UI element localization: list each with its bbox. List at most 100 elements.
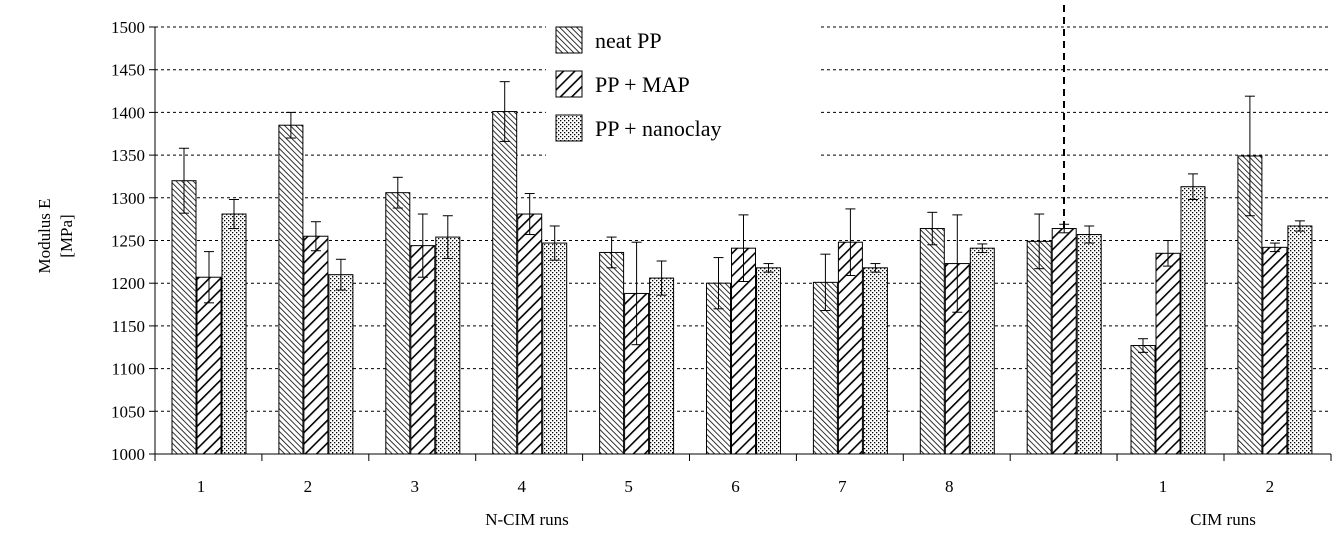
error-bar [179, 147, 189, 214]
y-tick-label: 1350 [111, 146, 145, 165]
error-bar [1188, 173, 1198, 201]
legend-swatch-neat-pp [555, 26, 583, 54]
legend-swatch-pp-map [555, 70, 583, 98]
legend-label-pp-map: PP + MAP [595, 72, 690, 97]
error-bar [204, 251, 214, 304]
error-bar [335, 258, 346, 291]
error-bar [713, 257, 724, 310]
error-bar [631, 241, 642, 346]
bar-pp-map-8 [1051, 228, 1077, 455]
bar-neat-pp-5 [706, 282, 731, 455]
y-tick-label: 1500 [111, 18, 145, 37]
bar-pp-map-2 [410, 245, 436, 455]
bar-pp-map-10 [1262, 246, 1288, 455]
error-bar [977, 243, 988, 253]
y-tick-label: 1450 [111, 61, 145, 80]
bars [171, 111, 1313, 455]
bar-neat-pp-3 [492, 111, 518, 455]
error-bar [310, 221, 321, 252]
error-bar [499, 81, 510, 142]
y-tick-label: 1300 [111, 189, 145, 208]
bar-pp-map-0 [196, 276, 222, 455]
x-tick-label: 1 [197, 477, 206, 496]
x-tick-label: 3 [411, 477, 420, 496]
error-bar [549, 225, 560, 261]
y-tick-label: 1400 [111, 103, 145, 122]
error-bar [763, 263, 774, 273]
x-tick-label: 2 [1266, 477, 1275, 496]
error-bar [656, 260, 667, 296]
legend: neat PP PP + MAP PP + nanoclay [546, 9, 820, 157]
error-bar [1294, 220, 1305, 232]
bar-neat-pp-2 [385, 192, 411, 455]
bar-neat-pp-7 [919, 228, 945, 455]
legend-item-pp-nanoclay: PP + nanoclay [555, 114, 721, 142]
error-bar [1059, 223, 1070, 234]
x-tick-label: 1 [1159, 477, 1168, 496]
group-label-ncim: N-CIM runs [485, 510, 569, 529]
legend-swatch-pp-nanoclay [555, 114, 583, 142]
bar-pp-nanoclay-4 [649, 277, 675, 455]
y-axis-title: Modulus E [35, 198, 54, 273]
x-tick-label: 6 [731, 477, 740, 496]
y-axis-unit: [MPa] [57, 214, 76, 257]
error-bar [285, 111, 296, 139]
error-bar [870, 263, 881, 273]
error-bar [1034, 213, 1045, 270]
error-bar [1269, 242, 1280, 253]
x-tick-label: 5 [624, 477, 633, 496]
y-tick-label: 1200 [111, 274, 145, 293]
axes: 1000 1050 1100 1150 1200 1250 1300 1350 1400 1450… [111, 18, 1332, 496]
bar-pp-nanoclay-5 [756, 267, 781, 455]
error-bar [738, 214, 749, 282]
error-bars [179, 81, 1305, 353]
x-tick-label: 4 [517, 477, 526, 496]
x-tick-label: 2 [304, 477, 313, 496]
error-bar [845, 208, 856, 277]
bar-pp-nanoclay-0 [221, 213, 247, 455]
bar-pp-nanoclay-1 [328, 274, 354, 455]
y-tick-label: 1000 [111, 445, 145, 464]
legend-item-neat-pp: neat PP [555, 26, 662, 54]
group-label-cim: CIM runs [1190, 510, 1256, 529]
bar-pp-nanoclay-9 [1180, 186, 1206, 455]
error-bar [927, 211, 938, 246]
y-tick-label: 1050 [111, 402, 145, 421]
bar-pp-nanoclay-6 [862, 267, 888, 455]
error-bar [606, 236, 617, 269]
bar-pp-nanoclay-2 [435, 236, 461, 455]
error-bar [442, 215, 453, 259]
bar-pp-nanoclay-10 [1287, 225, 1313, 455]
bar-neat-pp-0 [171, 180, 197, 455]
bar-neat-pp-1 [278, 124, 304, 455]
legend-label-pp-nanoclay: PP + nanoclay [595, 116, 721, 141]
bar-neat-pp-8 [1026, 240, 1052, 455]
y-tick-label: 1250 [111, 232, 145, 251]
bar-neat-pp-4 [599, 251, 625, 455]
error-bar [392, 176, 403, 209]
bar-pp-map-5 [731, 247, 756, 455]
legend-label-neat-pp: neat PP [595, 28, 662, 53]
x-tick-label: 7 [838, 477, 847, 496]
x-tick-label: 8 [945, 477, 954, 496]
bar-pp-nanoclay-8 [1076, 234, 1102, 455]
error-bar [1084, 225, 1095, 244]
error-bar [1138, 338, 1148, 353]
error-bar [524, 193, 535, 236]
error-bar [820, 253, 831, 312]
bar-neat-pp-9 [1130, 345, 1156, 455]
bar-pp-map-3 [517, 213, 543, 455]
bar-pp-map-9 [1155, 252, 1181, 455]
bar-pp-nanoclay-3 [542, 242, 568, 455]
bar-pp-nanoclay-7 [969, 247, 995, 455]
y-tick-label: 1100 [112, 360, 145, 379]
bar-pp-map-6 [837, 241, 863, 455]
error-bar [229, 199, 239, 230]
error-bar [1163, 240, 1173, 267]
y-tick-label: 1150 [112, 317, 145, 336]
error-bar [1244, 95, 1255, 217]
bar-pp-map-1 [303, 235, 329, 455]
error-bar [952, 214, 963, 313]
error-bar [417, 213, 428, 278]
